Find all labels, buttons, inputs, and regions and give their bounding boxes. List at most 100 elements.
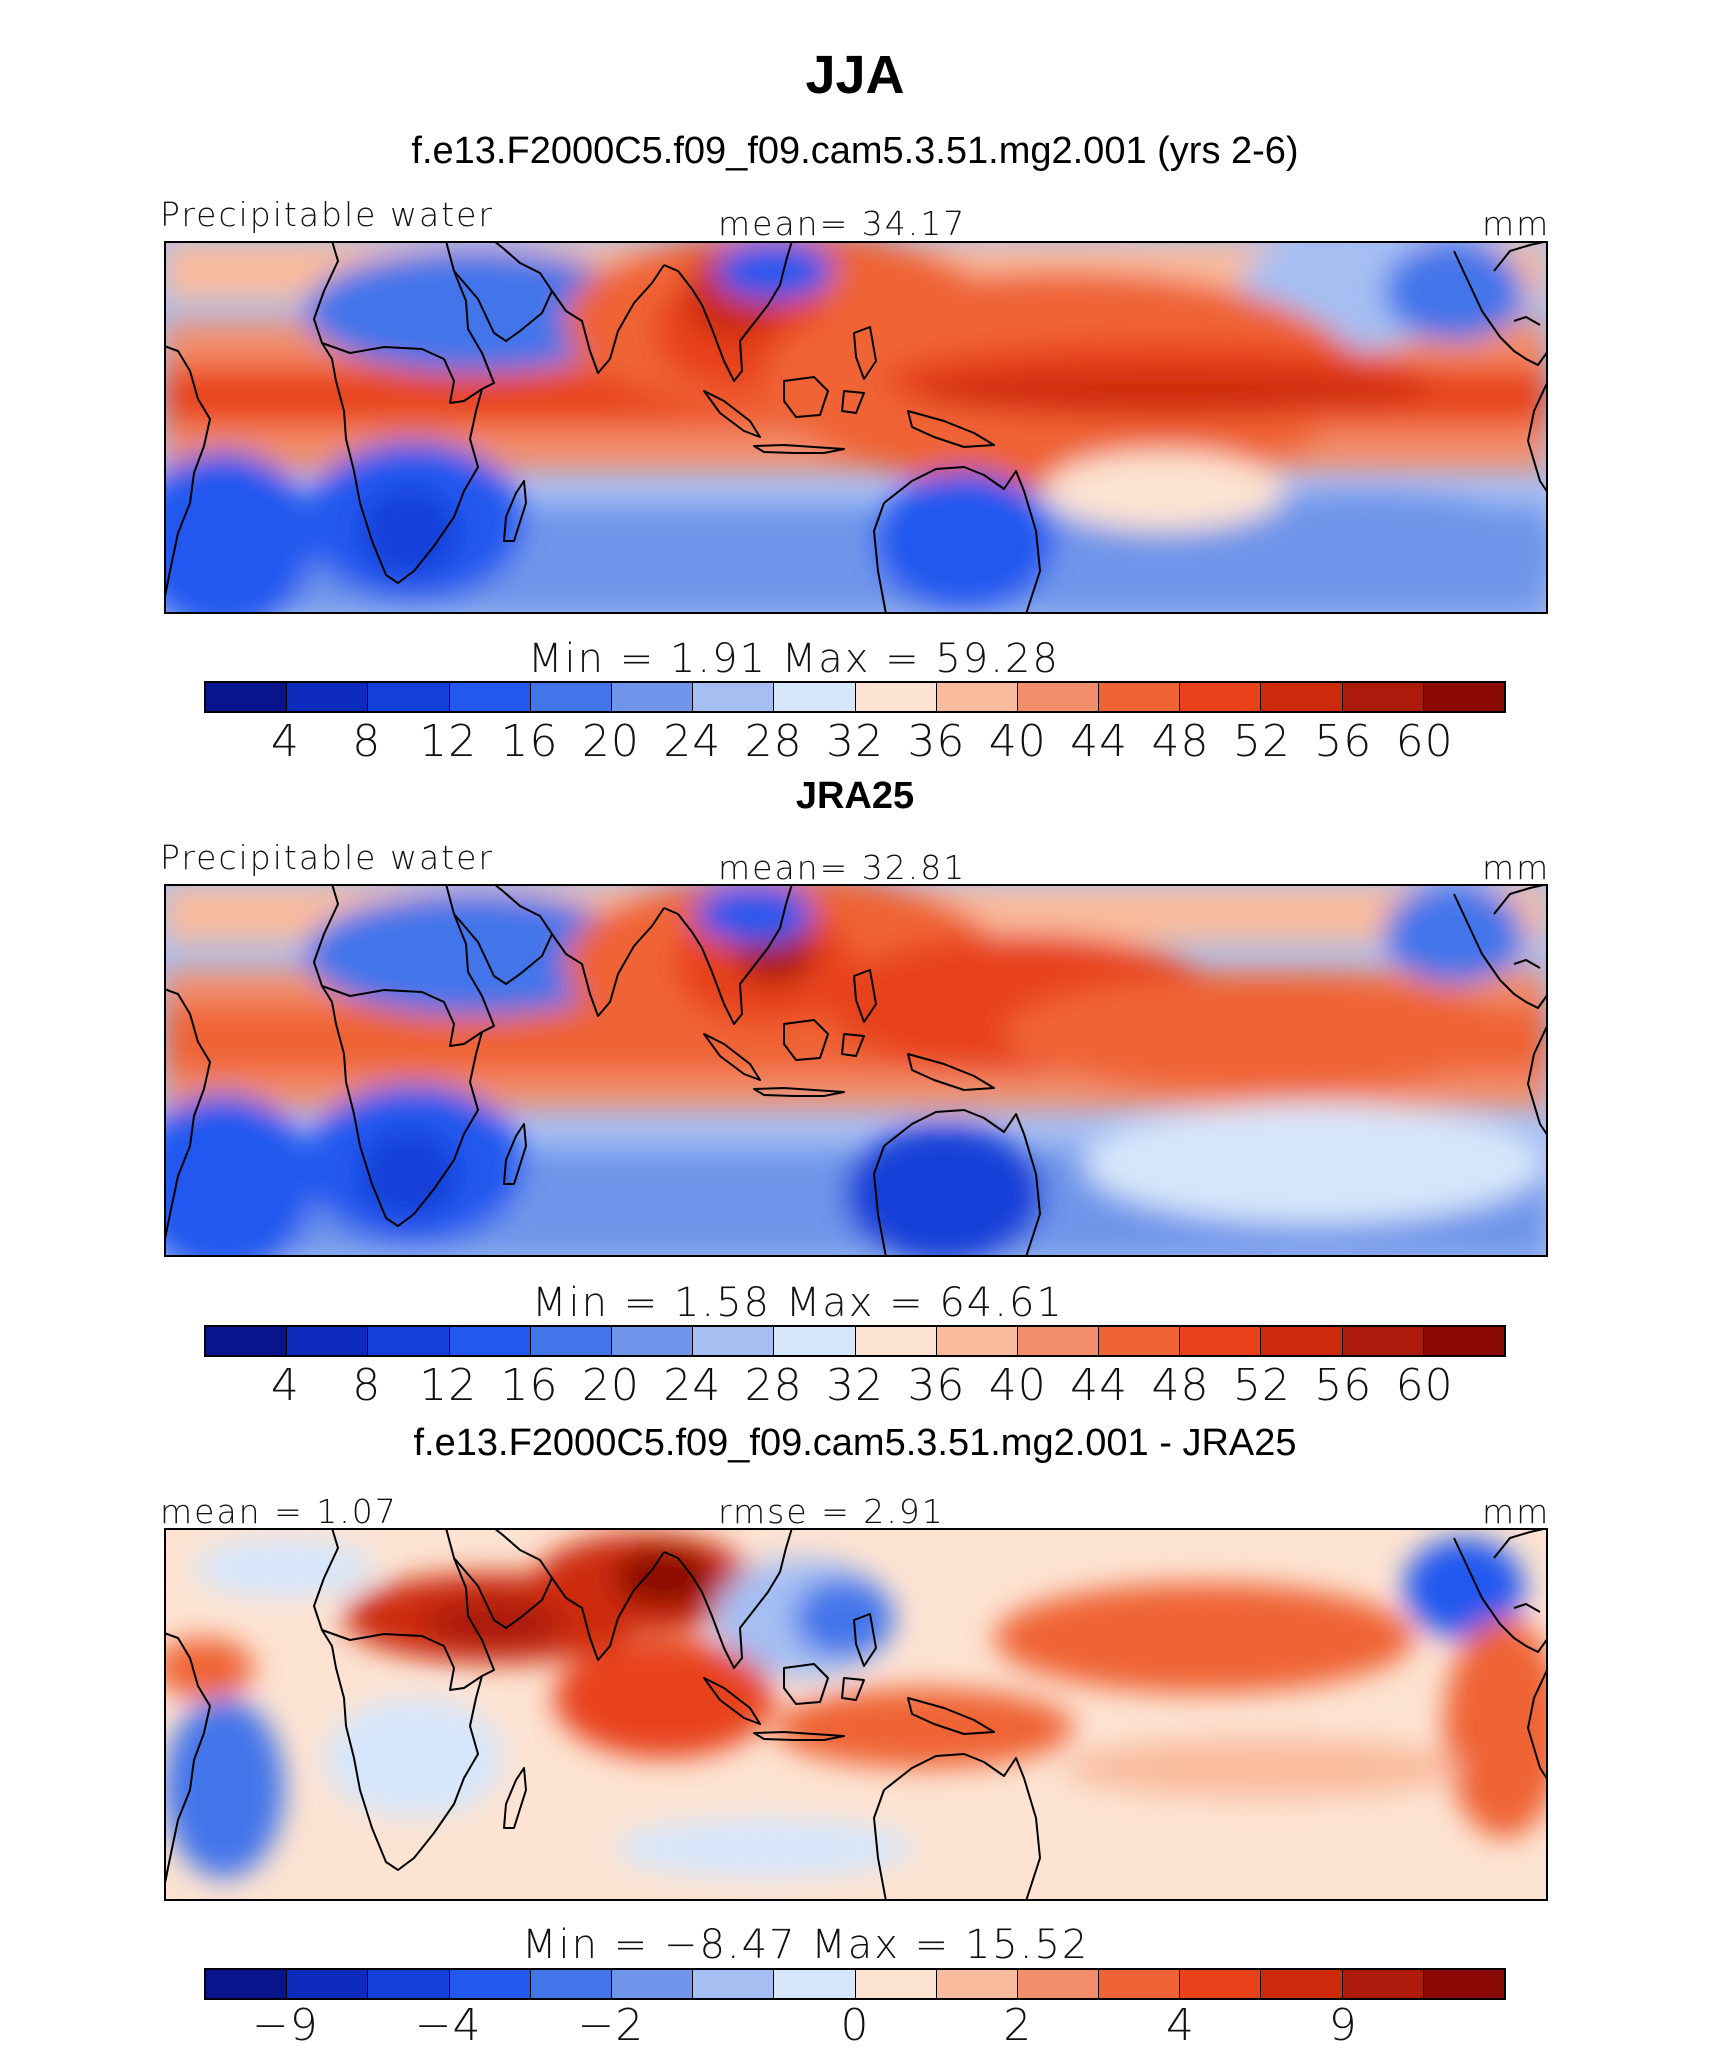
colorbar-tick-label: 20 — [581, 1360, 640, 1411]
panel2-colorbar — [204, 1325, 1506, 1357]
panel2-units-label: mm — [1482, 848, 1551, 887]
panel1-mean-label: mean= 34.17 — [718, 204, 967, 243]
colorbar-tick-label: 56 — [1314, 1360, 1373, 1411]
colorbar-swatch — [611, 1327, 694, 1355]
colorbar-swatch — [1423, 1327, 1504, 1355]
colorbar-tick-label: 44 — [1070, 716, 1129, 767]
colorbar-tick-label: 48 — [1151, 716, 1210, 767]
colorbar-tick-label: 24 — [663, 1360, 722, 1411]
colorbar-swatch — [368, 683, 450, 711]
colorbar-swatch — [530, 683, 612, 711]
colorbar-tick-label: 24 — [663, 716, 722, 767]
panel3-map — [164, 1528, 1548, 1901]
colorbar-swatch — [774, 683, 856, 711]
colorbar-tick-label: 56 — [1314, 716, 1373, 767]
panel2-colorbar-ticks: 4 8 12 16 20 24 28 32 36 40 44 48 52 56 60 — [204, 1360, 1506, 1411]
colorbar-swatch — [936, 1327, 1018, 1355]
colorbar-tick-label: 52 — [1232, 1360, 1291, 1411]
colorbar-swatch — [936, 1970, 1018, 1998]
colorbar-tick-label: 12 — [419, 716, 478, 767]
colorbar-tick-label: 36 — [907, 1360, 966, 1411]
colorbar-tick-label: −2 — [577, 2000, 645, 2051]
colorbar-tick-label: 36 — [907, 716, 966, 767]
colorbar-swatch — [1342, 1970, 1424, 1998]
colorbar-swatch — [1099, 683, 1181, 711]
colorbar-tick-label: 32 — [826, 716, 884, 767]
panel3-mean-label: mean = 1.07 — [160, 1492, 398, 1531]
colorbar-tick-label: 28 — [744, 1360, 803, 1411]
colorbar-swatch — [206, 1327, 288, 1355]
colorbar-swatch — [936, 683, 1018, 711]
colorbar-swatch — [1342, 683, 1424, 711]
colorbar-swatch — [1017, 1327, 1100, 1355]
colorbar-tick-label: 4 — [270, 716, 300, 767]
panel2-variable-label: Precipitable water — [160, 838, 494, 877]
colorbar-swatch — [287, 1970, 369, 1998]
colorbar-swatch — [611, 683, 694, 711]
panel1-title: f.e13.F2000C5.f09_f09.cam5.3.51.mg2.001 … — [411, 130, 1299, 172]
colorbar-swatch — [530, 1970, 612, 1998]
colorbar-swatch — [611, 1970, 694, 1998]
colorbar-swatch — [693, 683, 775, 711]
colorbar-swatch — [449, 1970, 531, 1998]
colorbar-swatch — [287, 683, 369, 711]
colorbar-tick-label: 40 — [988, 1360, 1047, 1411]
panel3-title: f.e13.F2000C5.f09_f09.cam5.3.51.mg2.001 … — [413, 1422, 1297, 1464]
colorbar-tick-label: −4 — [414, 2000, 482, 2051]
colorbar-swatch — [368, 1327, 450, 1355]
colorbar-swatch — [1342, 1327, 1424, 1355]
colorbar-tick-label: 4 — [1166, 2000, 1195, 2051]
colorbar-tick-label: 28 — [744, 716, 803, 767]
colorbar-tick-label: 20 — [581, 716, 640, 767]
colorbar-swatch — [1423, 683, 1504, 711]
colorbar-tick-label: 32 — [826, 1360, 884, 1411]
colorbar-tick-label: 8 — [352, 1360, 382, 1411]
colorbar-swatch — [774, 1970, 856, 1998]
colorbar-swatch — [855, 683, 937, 711]
colorbar-tick-label: 60 — [1395, 1360, 1454, 1411]
colorbar-tick-label: 48 — [1151, 1360, 1210, 1411]
panel1-colorbar — [204, 681, 1506, 713]
colorbar-tick-label: 8 — [352, 716, 382, 767]
colorbar-swatch — [1423, 1970, 1504, 1998]
panel1-map — [164, 241, 1548, 614]
panel2-title: JRA25 — [795, 775, 915, 817]
colorbar-swatch — [1261, 1327, 1343, 1355]
colorbar-tick-label: 60 — [1395, 716, 1454, 767]
panel3-minmax-label: Min = −8.47 Max = 15.52 — [522, 1922, 1090, 1968]
colorbar-swatch — [1017, 683, 1100, 711]
colorbar-tick-label: 16 — [500, 716, 559, 767]
panel1-variable-label: Precipitable water — [160, 195, 494, 234]
colorbar-swatch — [855, 1970, 937, 1998]
colorbar-swatch — [1180, 1970, 1262, 1998]
figure-title: JJA — [805, 45, 905, 105]
colorbar-swatch — [287, 1327, 369, 1355]
colorbar-tick-label: 4 — [270, 1360, 300, 1411]
colorbar-tick-label: 40 — [988, 716, 1047, 767]
panel1-minmax-label: Min = 1.91 Max = 59.28 — [528, 636, 1060, 682]
colorbar-swatch — [530, 1327, 612, 1355]
colorbar-tick-label: 0 — [840, 2000, 870, 2051]
colorbar-swatch — [449, 683, 531, 711]
panel2-minmax-label: Min = 1.58 Max = 64.61 — [532, 1280, 1064, 1326]
colorbar-tick-label: 16 — [500, 1360, 559, 1411]
panel1-colorbar-ticks: 4 8 12 16 20 24 28 32 36 40 44 48 52 56 60 — [204, 716, 1506, 767]
colorbar-swatch — [693, 1970, 775, 1998]
colorbar-swatch — [368, 1970, 450, 1998]
panel3-colorbar — [204, 1968, 1506, 2000]
panel3-units-label: mm — [1482, 1492, 1551, 1531]
colorbar-tick-label: 9 — [1328, 2000, 1358, 2051]
colorbar-swatch — [693, 1327, 775, 1355]
colorbar-swatch — [449, 1327, 531, 1355]
colorbar-tick-label: 2 — [1003, 2000, 1033, 2051]
panel3-rmse-label: rmse = 2.91 — [718, 1492, 945, 1531]
colorbar-swatch — [1261, 683, 1343, 711]
colorbar-swatch — [1180, 1327, 1262, 1355]
colorbar-tick-label: 12 — [419, 1360, 478, 1411]
colorbar-tick-label: −9 — [251, 2000, 319, 2051]
colorbar-swatch — [1099, 1970, 1181, 1998]
panel3-colorbar-ticks: −9 −4 −2 0 2 4 9 — [204, 2000, 1506, 2051]
colorbar-swatch — [206, 683, 288, 711]
colorbar-swatch — [855, 1327, 937, 1355]
colorbar-swatch — [1261, 1970, 1343, 1998]
